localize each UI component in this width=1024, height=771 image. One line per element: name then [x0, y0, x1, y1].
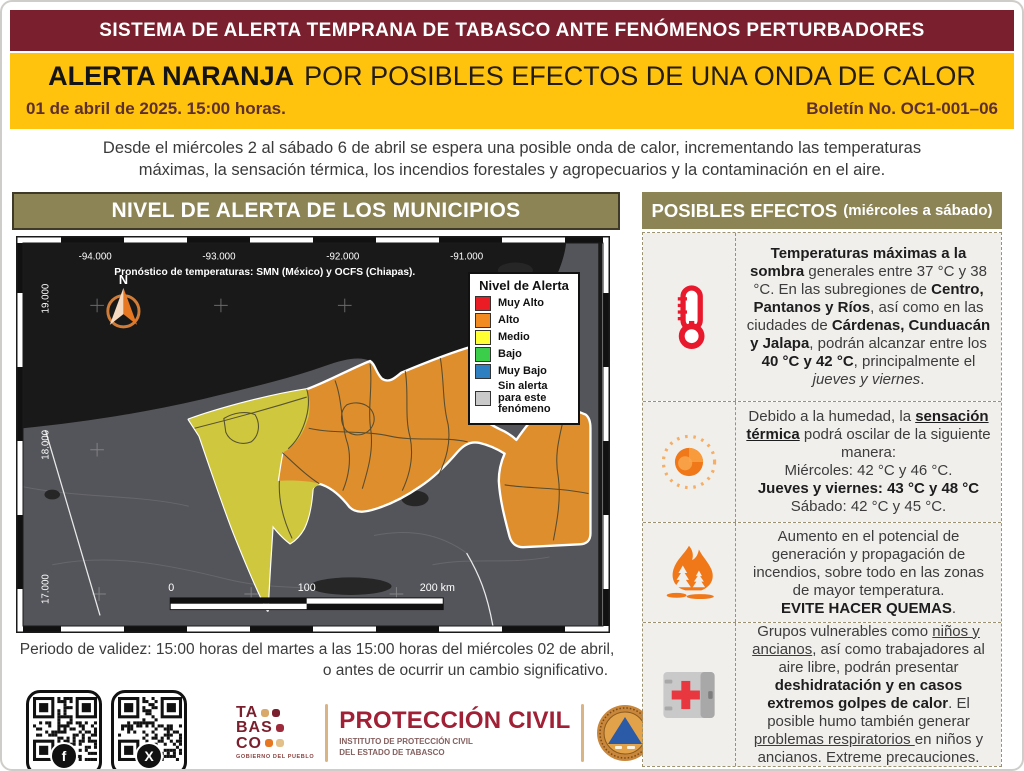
validity-text: Periodo de validez: 15:00 horas del mart… [19, 641, 615, 679]
legend-swatch [475, 313, 491, 328]
effect-text-health: Grupos vulnerables como niños y ancianos… [736, 623, 1001, 766]
lat-label-19: 19.000 [40, 283, 51, 313]
summary-text: Desde el miércoles 2 al sábado 6 de abri… [102, 139, 922, 179]
issue-datetime: 01 de abril de 2025. 15:00 horas. [26, 99, 286, 118]
tabasco-medio-regions [188, 389, 320, 611]
effects-panel: Temperaturas máximas a la sombra general… [642, 232, 1002, 767]
tabasco-government-logo: TA BAS CO GOBIERNO DEL PUEBLO [236, 704, 315, 760]
map-section-header: NIVEL DE ALERTA DE LOS MUNICIPIOS [12, 192, 620, 230]
effect-row-heat-index: Debido a la humedad, la sensación térmic… [643, 402, 1001, 523]
legend-item: Medio [475, 330, 573, 345]
legend-label: Alto [498, 313, 520, 326]
legend-title: Nivel de Alerta [479, 278, 569, 293]
effect-row-wildfires: Aumento en el potencial de generación y … [643, 523, 1001, 623]
lon-label-92: -92.000 [326, 252, 360, 263]
wildfire-icon [666, 545, 714, 599]
state-borders [44, 430, 494, 626]
scale-label-0: 0 [168, 582, 174, 594]
legend-swatch [475, 390, 491, 406]
x-icon: X [135, 741, 163, 769]
facebook-qr-code: f [26, 689, 102, 769]
legend-item: Muy Alto [475, 296, 573, 311]
map-frame-zebra [17, 237, 609, 632]
first-aid-icon [663, 671, 715, 718]
map-legend: Nivel de Alerta Muy Alto Alto Medio Bajo Muy… [468, 272, 580, 425]
legend-item: Muy Bajo [475, 364, 573, 379]
proteccion-civil-sub: INSTITUTO DE PROTECCIÓN CIVIL DEL ESTADO… [339, 736, 473, 757]
scale-bar [169, 597, 444, 611]
north-label: N [119, 273, 128, 287]
scale-label-200km: 200 km [420, 582, 455, 594]
alert-title: ALERTA NARANJA POR POSIBLES EFECTOS DE U… [10, 53, 1014, 99]
north-arrow-icon [106, 287, 141, 329]
civil-protection-seal-icon [597, 704, 654, 761]
effect-text-wildfires: Aumento en el potencial de generación y … [736, 523, 1001, 622]
effect-row-temperatures: Temperaturas máximas a la sombra general… [643, 233, 1001, 402]
lon-label-91: -91.000 [450, 252, 484, 263]
alert-banner: ALERTA NARANJA POR POSIBLES EFECTOS DE U… [10, 53, 1014, 129]
proteccion-civil-logo: PROTECCIÓN CIVIL INSTITUTO DE PROTECCIÓN… [339, 707, 570, 759]
map-section: NIVEL DE ALERTA DE LOS MUNICIPIOS [12, 192, 654, 769]
divider [325, 703, 329, 762]
divider [581, 703, 585, 762]
lon-label-94: -94.000 [79, 252, 113, 263]
lon-label-93: -93.000 [202, 252, 236, 263]
legend-label: Bajo [498, 347, 522, 360]
legend-item: Alto [475, 313, 573, 328]
legend-swatch [475, 364, 491, 379]
sun-icon [661, 434, 717, 490]
lat-label-18: 18.000 [40, 429, 51, 459]
alert-level-map: N Pronóstico de temperaturas: SMN (Méxic… [16, 236, 610, 633]
municipality-borders [194, 357, 589, 541]
legend-label: Muy Bajo [498, 364, 547, 377]
x-qr-code: X [111, 689, 187, 769]
scale-label-100: 100 [298, 582, 316, 594]
map-title: Pronóstico de temperaturas: SMN (México)… [114, 267, 415, 278]
effects-section: POSIBLES EFECTOS (miércoles a sábado) [642, 192, 1002, 767]
legend-item: Bajo [475, 347, 573, 362]
legend-item: Sin alerta para este fenómeno [475, 380, 573, 416]
bulletin-number: Boletín No. OC1-001–06 [806, 99, 998, 118]
date-row: 01 de abril de 2025. 15:00 horas. Boletí… [10, 99, 1014, 129]
footer-logos: f X TA BAS CO GOBIERNO DEL PUEBLO PROTEC… [12, 689, 654, 769]
lat-label-17: 17.000 [40, 574, 51, 604]
legend-label: Muy Alto [498, 296, 545, 309]
alert-level: ALERTA NARANJA [48, 60, 295, 91]
effect-row-health: Grupos vulnerables como niños y ancianos… [643, 623, 1001, 766]
tabasco-logo-subtitle: GOBIERNO DEL PUEBLO [236, 753, 315, 760]
alert-title-rest: POR POSIBLES EFECTOS DE UNA ONDA DE CALO… [304, 60, 976, 91]
legend-label: Medio [498, 330, 530, 343]
legend-swatch [475, 347, 491, 362]
legend-swatch [475, 330, 491, 345]
facebook-icon: f [50, 741, 78, 769]
proteccion-civil-title: PROTECCIÓN CIVIL [339, 706, 571, 734]
effects-header: POSIBLES EFECTOS (miércoles a sábado) [642, 192, 1002, 229]
qr-pattern [33, 696, 97, 761]
legend-swatch [475, 296, 491, 311]
legend-label: Sin alerta para este fenómeno [498, 380, 551, 416]
thermometer-icon [677, 285, 705, 350]
system-title-banner: SISTEMA DE ALERTA TEMPRANA DE TABASCO AN… [10, 10, 1014, 51]
effect-text-temperatures: Temperaturas máximas a la sombra general… [736, 233, 1001, 401]
effect-text-heat-index: Debido a la humedad, la sensación térmic… [736, 402, 1001, 522]
